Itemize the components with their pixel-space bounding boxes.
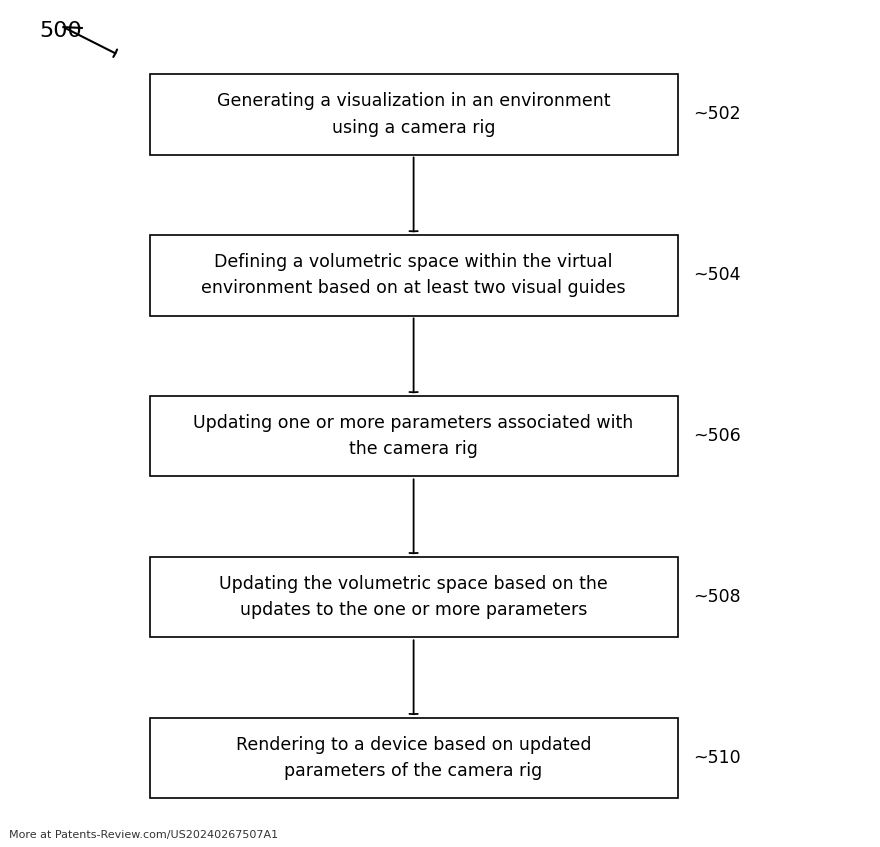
- Text: Updating the volumetric space based on the
updates to the one or more parameters: Updating the volumetric space based on t…: [219, 575, 608, 619]
- FancyBboxPatch shape: [150, 235, 678, 315]
- Text: 500: 500: [40, 21, 83, 42]
- Text: More at Patents-Review.com/US20240267507A1: More at Patents-Review.com/US20240267507…: [9, 830, 278, 840]
- Text: Defining a volumetric space within the virtual
environment based on at least two: Defining a volumetric space within the v…: [202, 253, 626, 297]
- Text: Generating a visualization in an environment
using a camera rig: Generating a visualization in an environ…: [216, 92, 611, 136]
- FancyBboxPatch shape: [150, 75, 678, 154]
- Text: ~502: ~502: [693, 105, 741, 124]
- Text: ~508: ~508: [693, 588, 741, 606]
- Text: ~504: ~504: [693, 266, 741, 285]
- Text: ~506: ~506: [693, 427, 741, 446]
- FancyBboxPatch shape: [150, 396, 678, 476]
- FancyBboxPatch shape: [150, 557, 678, 637]
- FancyBboxPatch shape: [150, 717, 678, 798]
- Text: ~510: ~510: [693, 749, 741, 767]
- Text: Rendering to a device based on updated
parameters of the camera rig: Rendering to a device based on updated p…: [236, 736, 591, 780]
- Text: Updating one or more parameters associated with
the camera rig: Updating one or more parameters associat…: [194, 414, 634, 458]
